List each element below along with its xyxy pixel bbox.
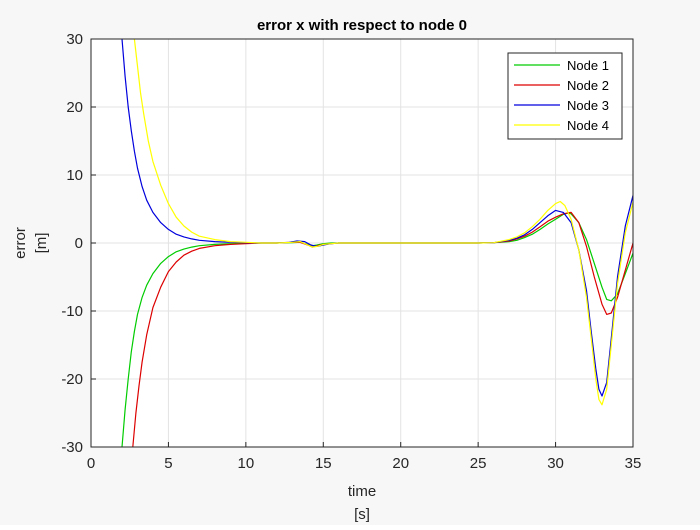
y-axis-label-error: error [12,227,29,259]
y-axis-ticks: -30 -20 -10 0 10 20 30 [61,31,96,456]
legend-label-node-4: Node 4 [567,118,609,133]
x-tick-label: 35 [625,455,642,472]
series-layer [121,39,633,447]
x-tick-label: 30 [547,455,564,472]
y-tick-label: -20 [61,371,83,388]
x-axis-label-time: time [348,483,376,500]
legend: Node 1 Node 2 Node 3 Node 4 [507,52,623,140]
chart-title: error x with respect to node 0 [257,17,467,34]
y-tick-label: 10 [66,167,83,184]
x-axis-ticks: 0 5 10 15 20 25 30 35 [87,442,642,472]
y-tick-label: -10 [61,303,83,320]
y-tick-label: 30 [66,31,83,48]
legend-label-node-2: Node 2 [567,78,609,93]
legend-label-node-3: Node 3 [567,98,609,113]
x-axis-label-unit: [s] [354,506,370,523]
x-tick-label: 15 [315,455,332,472]
x-tick-label: 10 [238,455,255,472]
x-tick-label: 5 [164,455,172,472]
y-axis-label-unit: [m] [33,233,50,254]
x-tick-label: 20 [392,455,409,472]
y-tick-label: -30 [61,439,83,456]
y-tick-label: 20 [66,99,83,116]
x-tick-label: 25 [470,455,487,472]
series-line-node-4 [133,39,633,406]
legend-label-node-1: Node 1 [567,58,609,73]
x-tick-label: 0 [87,455,95,472]
y-tick-label: 0 [75,235,83,252]
